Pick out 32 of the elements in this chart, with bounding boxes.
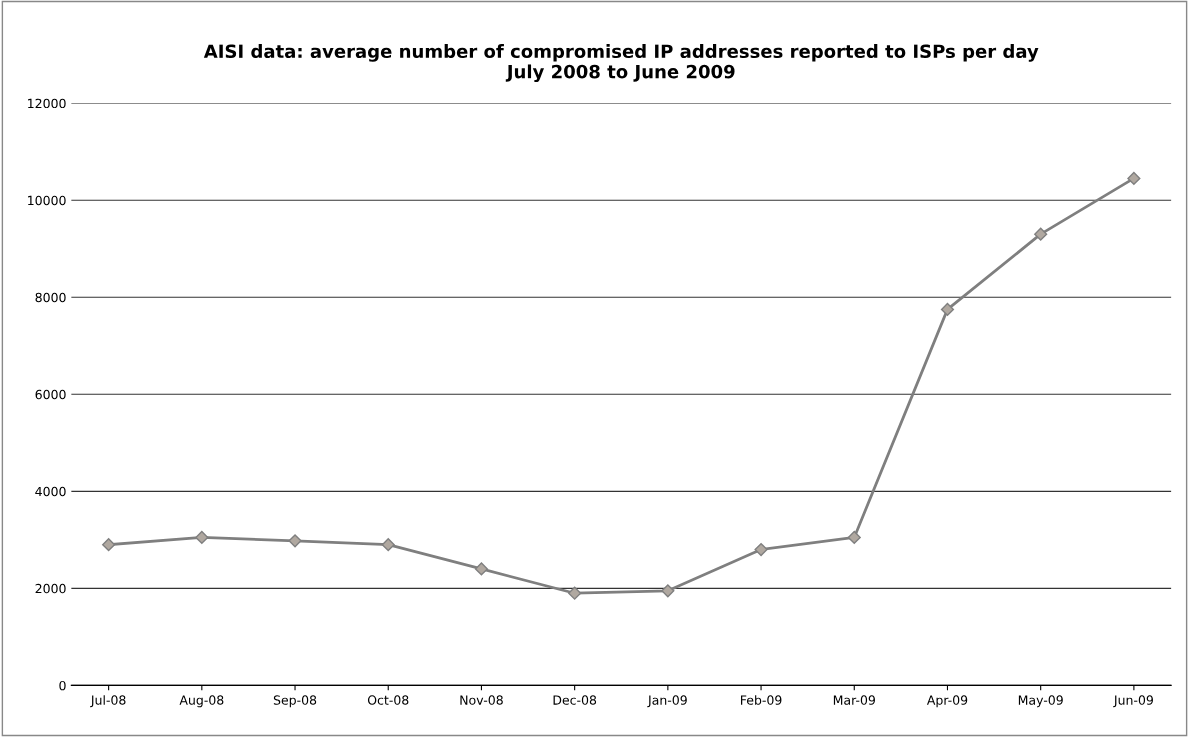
chart-title: AISI data: average number of compromised IP addresses reported to ISPs per day July 2008 to June 2009 (203, 44, 1039, 83)
point (940, 302, 955, 316)
y-tick-label: 2000 (35, 583, 66, 594)
x-tick-label: Sep-08 (273, 695, 317, 708)
y-tick-label: 10000 (28, 195, 66, 206)
point (102, 538, 116, 552)
x-tick-label: Jan-09 (647, 695, 687, 708)
y-tick-label: 6000 (35, 389, 66, 400)
point (1127, 171, 1141, 185)
point (288, 534, 302, 548)
y-tick-label: 12000 (28, 98, 66, 109)
point (754, 542, 768, 557)
x-tick-label: May-09 (1018, 695, 1063, 708)
point (474, 562, 489, 576)
point (381, 538, 395, 552)
x-tick-label: Jul-08 (90, 695, 126, 708)
x-tick-label: Dec-08 (553, 695, 597, 705)
x-tick-label: Apr-09 (926, 695, 968, 708)
point (1034, 227, 1048, 241)
point (661, 584, 675, 598)
point (568, 586, 582, 600)
x-tick-label: Aug-08 (179, 695, 224, 708)
point (195, 530, 209, 545)
y-tick-label: 8000 (35, 292, 66, 303)
y-tick-label: 0 (59, 680, 66, 691)
x-tick-label: Mar-09 (833, 695, 875, 705)
x-tick-label: Jun-09 (1113, 695, 1153, 708)
x-tick-label: Feb-09 (741, 695, 782, 705)
y-tick-label: 4000 (35, 486, 66, 497)
x-tick-label: Nov-08 (460, 695, 503, 705)
point (847, 530, 861, 545)
x-tick-label: Oct-08 (367, 695, 409, 705)
